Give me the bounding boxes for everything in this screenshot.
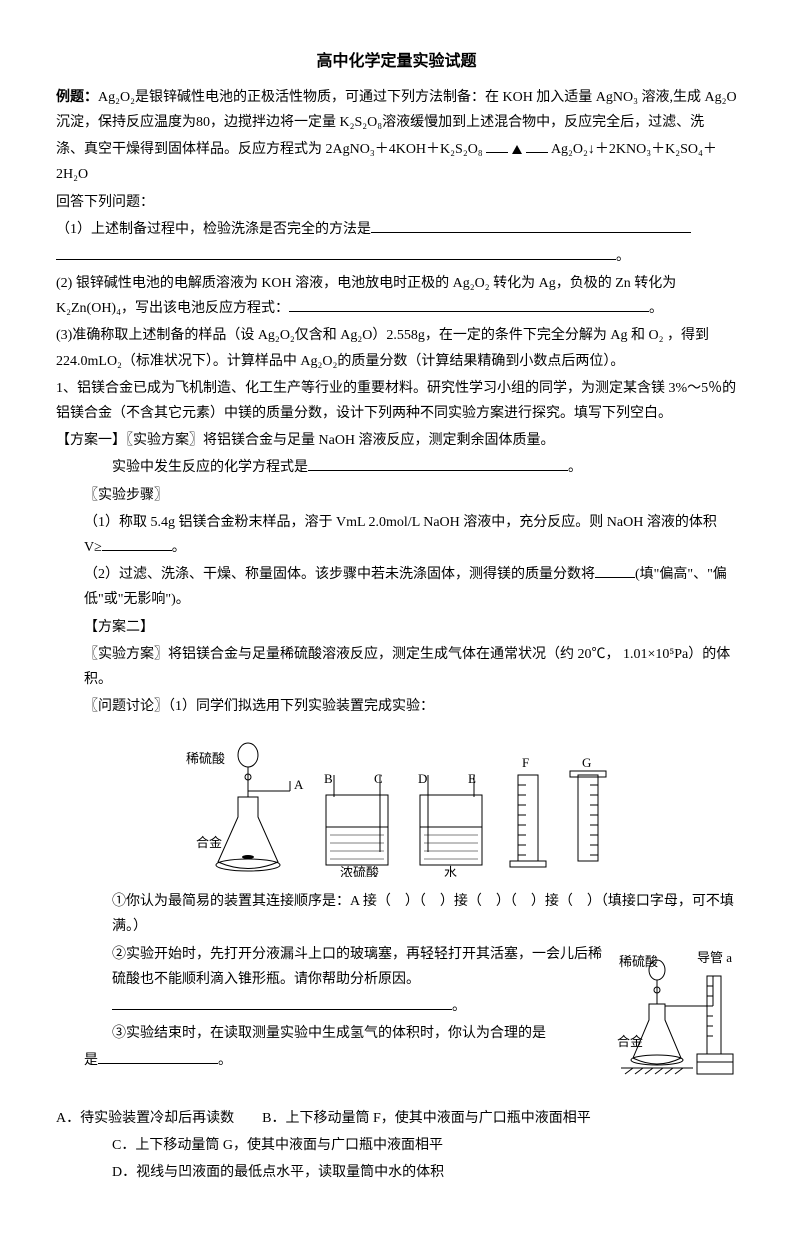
example-p1-text: Ag₂O₂是银锌碱性电池的正极活性物质，可通过下列方法制备：在 KOH 加入适量… [56, 90, 737, 130]
example-p3: 回答下列问题： [56, 190, 737, 215]
blank-input[interactable] [371, 218, 691, 233]
plan1-head: 【方案一】〖实验方案〗将铝镁合金与足量 NaOH 溶液反应，测定剩余固体质量。 [56, 428, 737, 453]
example-q3: (3)准确称取上述制备的样品（设 Ag₂O₂仅含和 Ag₂O）2.558g，在一… [56, 323, 737, 373]
label-tube-a: 导管 a [697, 950, 732, 965]
plan1-eq-lead: 实验中发生反应的化学方程式是 [112, 460, 308, 475]
example-q1-line2: 。 [56, 244, 737, 269]
blank-input[interactable] [98, 1049, 218, 1064]
example-p1: 例题：Ag₂O₂是银锌碱性电池的正极活性物质，可通过下列方法制备：在 KOH 加… [56, 85, 737, 135]
period: 。 [568, 460, 582, 475]
wash-bottle-bc-icon: B C 浓硫酸 [312, 727, 402, 877]
example-q1-label: （1）上述制备过程中，检验洗涤是否完全的方法是 [56, 222, 371, 237]
steps-head: 〖实验步骤〗 [56, 483, 737, 508]
letter-d: D [418, 771, 427, 786]
period: 。 [452, 999, 466, 1014]
letter-g: G [582, 755, 591, 770]
letter-e: E [468, 771, 476, 786]
discuss-head: 〖问题讨论〗（1）同学们拟选用下列实验装置完成实验： [56, 694, 737, 719]
blank-input[interactable] [102, 536, 172, 551]
q1-stem: 1、铝镁合金已成为飞机制造、化工生产等行业的重要材料。研究性学习小组的同学，为测… [56, 376, 737, 426]
reaction-arrow-line-r [526, 152, 548, 153]
step1: （1）称取 5.4g 铝镁合金粉末样品，溶于 VmL 2.0mol/L NaOH… [56, 510, 737, 560]
example-q2: (2) 银锌碱性电池的电解质溶液为 KOH 溶液，电池放电时正极的 Ag₂O₂ … [56, 271, 737, 321]
letter-f: F [522, 755, 529, 770]
wash-bottle-de-icon: D E 水 [406, 727, 496, 877]
option-c: C．上下移动量筒 G，使其中液面与广口瓶中液面相平 [56, 1133, 737, 1158]
cylinder-f-icon: F [500, 727, 556, 877]
reaction-arrow-line-l [486, 152, 508, 153]
step2a: （2）过滤、洗涤、干燥、称量固体。该步骤中若未洗涤固体，测得镁的质量分数将 [84, 567, 595, 582]
label-alloy-r: 合金 [617, 1034, 643, 1049]
example-p2: 涤、真空干燥得到固体样品。反应方程式为 2AgNO₃＋4KOH＋K₂S₂O₈ A… [56, 137, 737, 187]
cylinder-g-icon: G [560, 727, 616, 877]
step2: （2）过滤、洗涤、干燥、称量固体。该步骤中若未洗涤固体，测得镁的质量分数将(填"… [56, 562, 737, 612]
blank-input[interactable] [56, 245, 616, 260]
example-lead: 例题： [56, 90, 98, 105]
blank-input[interactable] [112, 995, 452, 1010]
right-apparatus-icon: 稀硫酸 导管 a 合金 [617, 946, 737, 1106]
example-p2a: 涤、真空干燥得到固体样品。反应方程式为 2AgNO₃＋4KOH＋K₂S₂O₈ [56, 142, 483, 157]
blank-input[interactable] [289, 297, 649, 312]
blank-input[interactable] [308, 456, 568, 471]
option-a-b: A．待实验装置冷却后再读数 B．上下移动量筒 F，使其中液面与广口瓶中液面相平 [56, 1106, 737, 1131]
plan2-head: 【方案二】 [56, 615, 737, 640]
plan1-eq: 实验中发生反应的化学方程式是 。 [56, 455, 737, 480]
example-q1: （1）上述制备过程中，检验洗涤是否完全的方法是 [56, 217, 737, 242]
letter-b: B [324, 771, 333, 786]
period: 。 [616, 249, 630, 264]
option-d: D．视线与凹液面的最低点水平，读取量筒中水的体积 [56, 1160, 737, 1185]
label-dilute-acid: 稀硫酸 [186, 751, 225, 766]
label-water: 水 [444, 865, 457, 877]
period: 。 [172, 540, 186, 555]
triangle-icon [512, 145, 522, 154]
d2a: ②实验开始时，先打开分液漏斗上口的玻璃塞，再轻轻打开其活塞，一会儿后稀硫酸也不能… [112, 947, 602, 987]
flask-a-icon: 稀硫酸 A 合金 [178, 727, 308, 877]
period: 。 [218, 1053, 232, 1068]
label-conc-acid: 浓硫酸 [340, 865, 379, 877]
letter-c: C [374, 771, 383, 786]
letter-a: A [294, 777, 304, 792]
d3-text: ③实验结束时，在读取测量实验中生成氢气的体积时，你认为合理的是 [112, 1026, 546, 1041]
apparatus-diagram: 稀硫酸 A 合金 B C 浓硫酸 D E [56, 727, 737, 877]
plan2-scheme: 〖实验方案〗将铝镁合金与足量稀硫酸溶液反应，测定生成气体在通常状况（约 20℃，… [56, 642, 737, 692]
d1: ①你认为最简易的装置其连接顺序是：A 接（ ）（ ）接（ ）（ ）接（ ）（填接… [56, 889, 737, 939]
label-alloy: 合金 [196, 835, 222, 850]
page-title: 高中化学定量实验试题 [56, 48, 737, 77]
blank-input[interactable] [595, 563, 635, 578]
period: 。 [649, 301, 663, 316]
